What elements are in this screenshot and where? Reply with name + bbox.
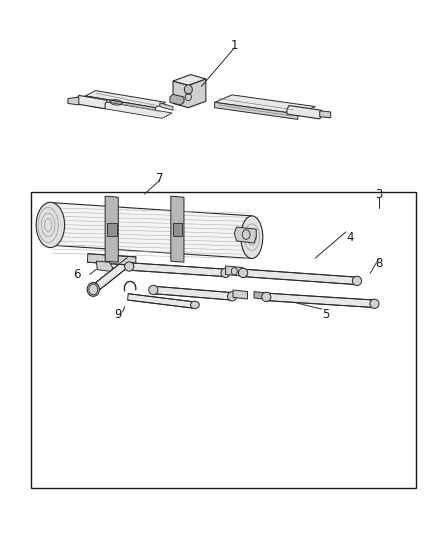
- Ellipse shape: [221, 268, 230, 278]
- Text: 9: 9: [114, 308, 122, 321]
- Ellipse shape: [370, 299, 379, 309]
- Ellipse shape: [87, 282, 99, 296]
- Polygon shape: [105, 196, 118, 262]
- Ellipse shape: [191, 301, 199, 309]
- Polygon shape: [266, 293, 374, 308]
- Text: 7: 7: [156, 172, 164, 185]
- Polygon shape: [170, 94, 184, 105]
- Polygon shape: [320, 111, 331, 118]
- Polygon shape: [254, 292, 267, 300]
- Polygon shape: [92, 257, 131, 293]
- Polygon shape: [287, 106, 322, 119]
- Polygon shape: [226, 266, 243, 276]
- Text: 6: 6: [73, 268, 81, 281]
- Text: 1: 1: [230, 39, 238, 52]
- Polygon shape: [92, 101, 172, 118]
- Polygon shape: [107, 223, 117, 236]
- Polygon shape: [96, 261, 113, 271]
- Ellipse shape: [352, 276, 361, 286]
- Polygon shape: [127, 294, 193, 308]
- Text: 8: 8: [375, 257, 382, 270]
- Polygon shape: [77, 95, 107, 109]
- Ellipse shape: [36, 203, 65, 247]
- Polygon shape: [171, 196, 184, 262]
- Ellipse shape: [228, 292, 237, 301]
- Polygon shape: [243, 269, 357, 285]
- Polygon shape: [173, 75, 206, 85]
- Polygon shape: [160, 103, 173, 110]
- Circle shape: [184, 85, 192, 94]
- Polygon shape: [215, 102, 298, 119]
- Polygon shape: [129, 263, 226, 277]
- Polygon shape: [85, 91, 166, 108]
- Text: 5: 5: [323, 308, 330, 321]
- Polygon shape: [88, 254, 136, 265]
- Polygon shape: [233, 290, 247, 299]
- Ellipse shape: [262, 292, 271, 302]
- Polygon shape: [68, 97, 79, 105]
- Ellipse shape: [148, 285, 158, 295]
- Ellipse shape: [124, 262, 134, 271]
- Ellipse shape: [241, 216, 263, 259]
- Polygon shape: [50, 203, 252, 259]
- Polygon shape: [153, 286, 232, 300]
- Ellipse shape: [239, 268, 248, 278]
- Text: 4: 4: [346, 231, 354, 244]
- Polygon shape: [173, 223, 182, 236]
- Polygon shape: [173, 79, 206, 108]
- Bar: [31, 192, 416, 488]
- Polygon shape: [85, 96, 155, 113]
- Text: 3: 3: [375, 188, 382, 201]
- Polygon shape: [234, 227, 256, 243]
- Polygon shape: [215, 95, 315, 114]
